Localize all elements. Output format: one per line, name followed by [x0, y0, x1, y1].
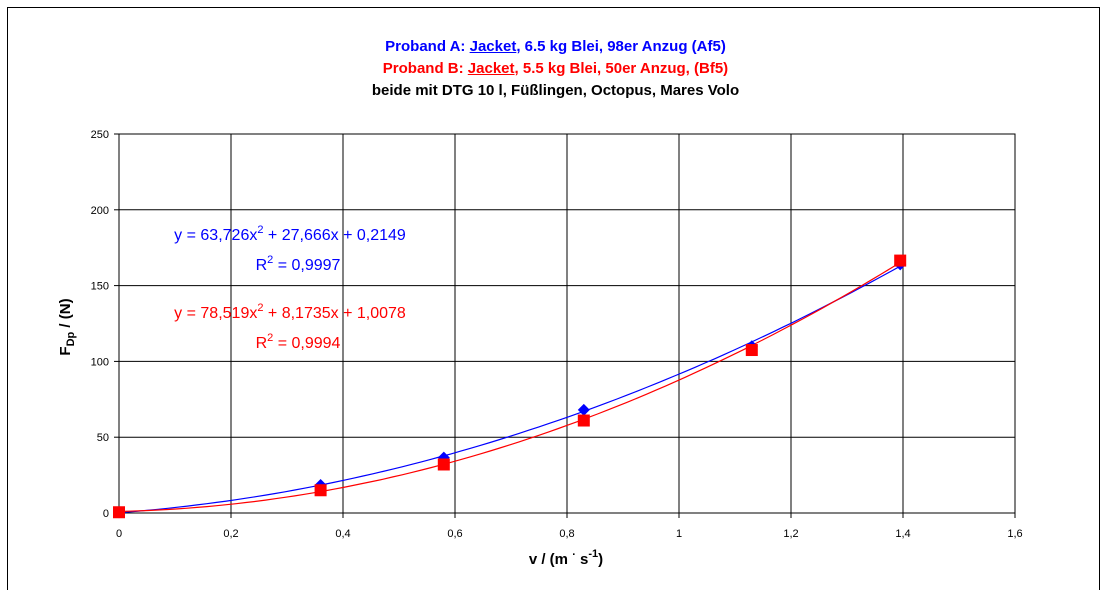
- trendline-layer: [118, 261, 901, 514]
- title-b-prefix: Proband B:: [382, 60, 468, 77]
- trendline-series-a: [118, 265, 901, 514]
- x-tick-label: 0,4: [335, 528, 350, 540]
- marker-layer: [113, 254, 907, 519]
- chart-frame: [7, 7, 1100, 590]
- tick-layer: 0 0,2 0,4 0,6 0,8 1 1,2 1,4 1,6 0 50 100 150 200 250: [91, 129, 1023, 540]
- y-tick-label: 150: [91, 281, 109, 293]
- data-point-series-a: [577, 403, 590, 416]
- x-tick-label: 1,6: [1007, 528, 1022, 540]
- equation-series-b: y = 78,519x2 + 8,1735x + 1,0078: [174, 302, 406, 322]
- data-point-series-b: [437, 458, 450, 471]
- x-tick-label: 1: [676, 528, 682, 540]
- x-tick-label: 1,2: [783, 528, 798, 540]
- r2-series-b: R2 = 0,9994: [256, 332, 341, 352]
- title-c-text: beide mit DTG 10 l, Füßlingen, Octopus, …: [371, 82, 740, 99]
- chart-title-line-c: beide mit DTG 10 l, Füßlingen, Octopus, …: [0, 82, 1111, 99]
- chart-title-line-a: Proband A: Jacket, 6.5 kg Blei, 98er Anz…: [0, 38, 1111, 55]
- data-point-series-b: [113, 506, 125, 519]
- x-axis-title: v / (m · s-1): [529, 548, 603, 568]
- title-b-suffix: , 5.5 kg Blei, 50er Anzug, (Bf5): [514, 60, 729, 77]
- x-tick-label: 0,6: [447, 528, 462, 540]
- title-b-underlined: Jacket: [467, 60, 515, 77]
- y-tick-label: 200: [91, 205, 109, 217]
- data-point-series-b: [894, 254, 907, 267]
- trendline-series-b: [118, 261, 901, 513]
- y-tick-label: 100: [91, 356, 109, 368]
- y-axis-title: FDp / (N): [57, 298, 77, 355]
- title-a-underlined: Jacket: [469, 38, 517, 55]
- chart-title-line-b: Proband B: Jacket, 5.5 kg Blei, 50er Anz…: [0, 60, 1111, 77]
- r2-series-a: R2 = 0,9997: [256, 254, 341, 274]
- x-tick-label: 0,2: [223, 528, 238, 540]
- title-a-suffix: , 6.5 kg Blei, 98er Anzug (Af5): [516, 38, 726, 55]
- data-point-series-b: [577, 414, 590, 427]
- data-point-series-b: [314, 484, 327, 497]
- title-a-prefix: Proband A:: [385, 38, 470, 55]
- x-tick-label: 0: [116, 528, 122, 540]
- x-tick-label: 1,4: [895, 528, 910, 540]
- y-tick-label: 50: [97, 432, 109, 444]
- data-point-series-b: [745, 344, 758, 357]
- x-tick-label: 0,8: [559, 528, 574, 540]
- equation-series-a: y = 63,726x2 + 27,666x + 0,2149: [174, 224, 406, 244]
- y-tick-label: 250: [91, 129, 109, 141]
- grid-layer: [119, 134, 1015, 513]
- y-tick-label: 0: [103, 508, 109, 520]
